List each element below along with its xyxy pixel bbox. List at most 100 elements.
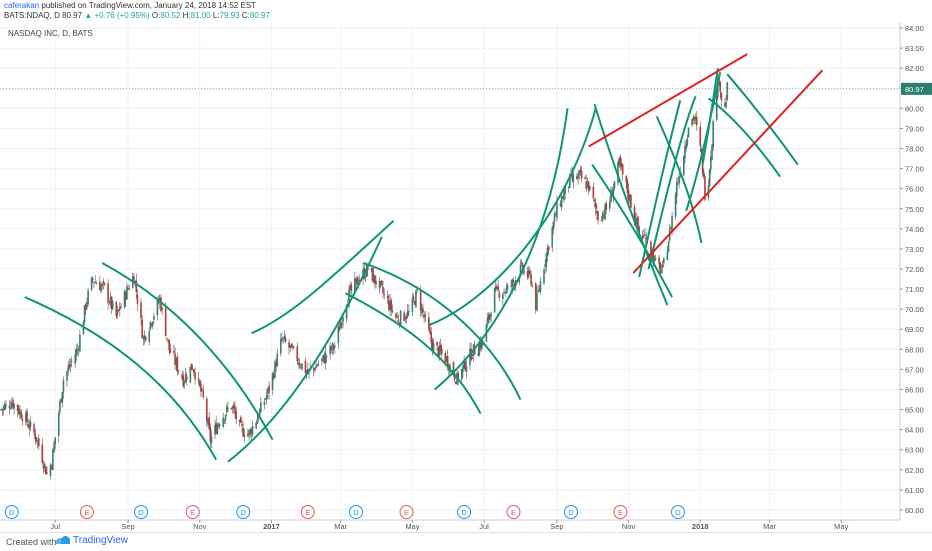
candle-body [503, 291, 505, 293]
candle-body [189, 366, 192, 383]
candle-body [299, 366, 302, 368]
candle-body [242, 427, 245, 437]
time-tick-label: Mar [334, 522, 347, 531]
candle-body [191, 369, 194, 371]
dividend-marker-label: D [241, 508, 247, 517]
candle-body [641, 235, 644, 239]
candle-body [314, 368, 316, 371]
candle-body [372, 273, 375, 283]
candle-body [116, 309, 119, 315]
high-label: H: [182, 11, 191, 20]
arc-curve [434, 108, 569, 391]
candle-body [103, 283, 106, 285]
candle-body [301, 363, 303, 370]
candle-body [469, 348, 471, 365]
chart-title: NASDAQ INC, D, BATS [8, 29, 93, 38]
arc-drawings [24, 68, 799, 463]
candle-body [275, 362, 277, 368]
candle-body [388, 299, 390, 310]
candle-body [296, 346, 299, 362]
candle-body [695, 116, 698, 126]
price-tick-label: 68.00 [905, 345, 924, 354]
candle-body [396, 316, 398, 318]
candle-body [379, 280, 382, 283]
candle-body [415, 290, 417, 308]
dividend-marker-label: D [461, 508, 467, 517]
candle-body [543, 269, 545, 284]
candle-body [143, 335, 146, 340]
candle-body [13, 403, 15, 409]
candle-body [660, 269, 663, 272]
candle-body [33, 424, 35, 433]
candle-body [551, 227, 554, 248]
price-tick-label: 82.00 [905, 64, 924, 73]
candle-body [667, 241, 670, 253]
candle-body [678, 175, 680, 184]
candle-body [531, 285, 534, 287]
candle-body [257, 416, 260, 419]
candle-body [569, 173, 571, 188]
candle-body [399, 310, 402, 327]
candle-body [173, 351, 175, 353]
candle-body [149, 321, 152, 329]
last-price-badge [901, 82, 932, 95]
tradingview-brand[interactable]: TradingView [56, 535, 128, 546]
candle-body [666, 252, 669, 261]
price-axis[interactable]: 60.00 61.00 62.00 63.00 64.00 65.00 66.00 67.00… [899, 22, 932, 520]
candle-body [504, 292, 507, 294]
earnings-marker-label: E [84, 508, 89, 517]
candle-body [594, 202, 597, 209]
candle-body [140, 302, 142, 319]
candle-body [249, 428, 252, 434]
candle-body [382, 286, 384, 294]
candle-body [49, 464, 52, 476]
candle-body [27, 424, 29, 427]
candle-body [339, 322, 342, 329]
earnings-marker-label: E [190, 508, 195, 517]
candle-body [430, 332, 433, 342]
price-tick-label: 74.00 [905, 225, 924, 234]
earnings-marker [185, 505, 200, 519]
candle-body [200, 383, 202, 392]
earnings-marker-label: E [618, 508, 623, 517]
candle-body [110, 296, 113, 310]
candle-body [324, 353, 327, 364]
candle-body [518, 277, 521, 283]
earnings-marker [506, 505, 521, 519]
open-label: O: [151, 11, 161, 20]
time-axis[interactable]: Jul Sep Nov 2017 Mar May Jul Sep Nov 2018 Mar May [0, 519, 900, 531]
candle-body [68, 364, 71, 368]
candle-body [630, 195, 632, 208]
candle-body [174, 353, 176, 365]
candle-body [621, 164, 624, 175]
price-tick-label: 71.00 [905, 285, 924, 294]
candle-body [238, 419, 241, 423]
candle-body [546, 247, 549, 257]
author-link[interactable]: caferakan [4, 1, 40, 10]
candle-body [719, 81, 722, 92]
candle-body [59, 401, 61, 413]
candle-body [111, 302, 114, 309]
candle-body [625, 175, 628, 183]
candle-body [724, 103, 726, 107]
trendline [632, 69, 824, 274]
candle-body [272, 374, 275, 378]
candle-body [726, 82, 729, 100]
candle-body [383, 293, 386, 295]
candle-body [334, 345, 336, 347]
candle-body [210, 436, 213, 444]
candle-body [671, 216, 673, 232]
arc-curve [647, 95, 697, 270]
candle-body [144, 336, 147, 341]
candle-body [201, 389, 203, 391]
candle-body [90, 277, 93, 291]
candle-body [505, 287, 508, 293]
candle-body [312, 367, 315, 371]
candle-body [1, 409, 4, 411]
candle-body [576, 176, 578, 180]
candle-body [560, 196, 563, 208]
candle-body [117, 309, 120, 311]
price-tick-label: 61.00 [905, 486, 924, 495]
time-tick-label: Sep [121, 522, 134, 531]
